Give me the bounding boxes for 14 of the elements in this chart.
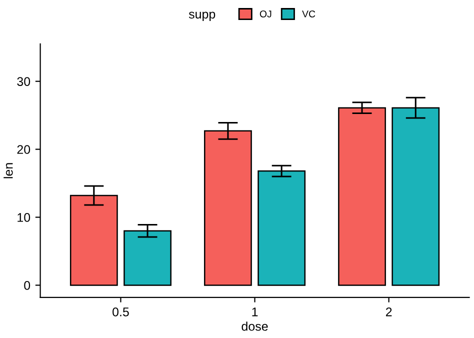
bar bbox=[338, 107, 386, 286]
y-axis-title: len bbox=[4, 163, 13, 178]
y-tick-label: 20 bbox=[17, 145, 30, 154]
y-tick-label: 0 bbox=[24, 281, 30, 290]
legend-title: supp bbox=[188, 12, 216, 22]
y-tick-label: 30 bbox=[17, 77, 30, 86]
bar bbox=[258, 170, 306, 286]
x-axis-title: dose bbox=[242, 322, 268, 331]
x-tick-label: 2 bbox=[386, 307, 392, 316]
y-tick-label: 10 bbox=[18, 213, 30, 222]
legend-label: VC bbox=[302, 10, 316, 18]
legend-label: OJ bbox=[260, 10, 272, 18]
x-tick-label: 0.5 bbox=[112, 307, 129, 316]
x-tick-label: 1 bbox=[252, 308, 258, 316]
